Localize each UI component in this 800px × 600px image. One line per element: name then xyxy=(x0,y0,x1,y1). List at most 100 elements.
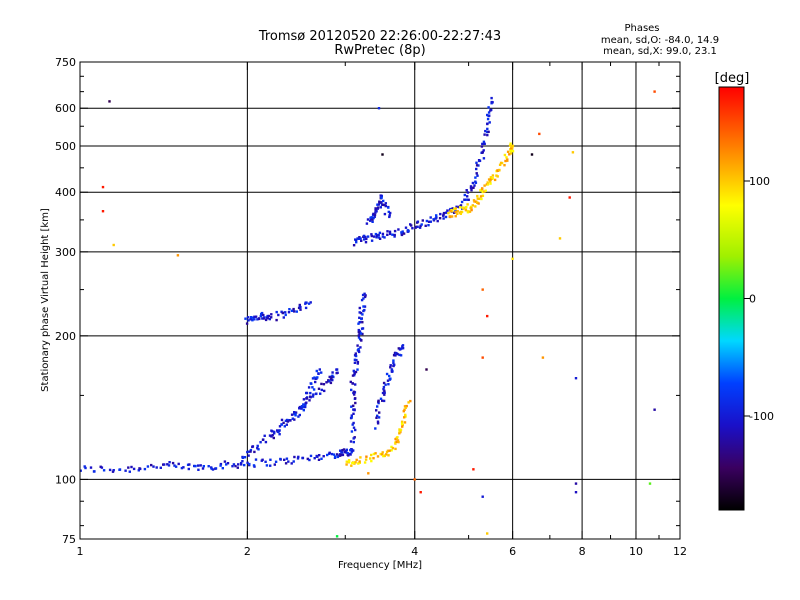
x-tick-label: 10 xyxy=(629,545,643,558)
data-point xyxy=(294,412,297,415)
data-point xyxy=(282,421,285,425)
axis-ticks xyxy=(79,61,681,540)
data-point xyxy=(486,117,490,121)
data-point xyxy=(484,189,487,192)
data-point xyxy=(253,318,256,321)
data-point xyxy=(397,440,400,444)
data-point xyxy=(279,457,282,461)
data-point xyxy=(472,199,476,202)
data-point xyxy=(285,457,289,460)
data-point xyxy=(388,374,391,378)
data-point xyxy=(350,416,353,419)
data-point xyxy=(509,149,512,153)
data-point xyxy=(128,470,131,473)
data-point xyxy=(295,310,298,313)
data-point xyxy=(350,448,354,451)
data-point xyxy=(311,395,315,398)
data-point xyxy=(454,210,457,214)
data-point xyxy=(486,113,489,117)
data-point xyxy=(232,463,236,466)
data-point xyxy=(357,330,360,334)
data-point xyxy=(247,450,250,453)
data-point xyxy=(389,377,392,380)
data-point xyxy=(171,461,175,465)
data-point xyxy=(486,183,490,186)
data-point xyxy=(277,430,280,434)
data-point xyxy=(264,460,267,463)
data-point xyxy=(382,454,385,458)
data-point xyxy=(356,360,360,364)
data-point xyxy=(372,235,376,238)
data-point xyxy=(442,211,446,215)
data-point xyxy=(382,199,385,203)
data-point xyxy=(354,370,358,374)
data-point xyxy=(219,464,222,467)
data-point xyxy=(358,306,361,310)
data-point xyxy=(283,458,286,461)
data-point xyxy=(488,121,491,124)
data-point xyxy=(328,375,331,379)
data-point xyxy=(482,140,486,143)
data-point xyxy=(364,458,368,461)
data-point xyxy=(299,306,302,309)
data-point xyxy=(307,386,311,389)
chart-subtitle: RwPretec (8p) xyxy=(334,43,425,58)
data-point xyxy=(331,378,334,382)
data-point xyxy=(386,379,390,382)
data-point xyxy=(359,456,362,459)
data-point xyxy=(182,466,185,469)
data-point xyxy=(301,456,304,460)
data-point xyxy=(247,319,250,322)
data-point xyxy=(329,381,333,385)
data-point xyxy=(482,157,486,160)
data-point xyxy=(392,364,395,367)
data-point xyxy=(509,142,512,145)
data-point xyxy=(503,153,507,157)
data-point xyxy=(225,463,228,466)
data-point xyxy=(364,294,367,297)
data-point xyxy=(486,130,489,134)
data-point xyxy=(259,314,262,318)
data-point xyxy=(447,212,450,215)
data-point xyxy=(353,361,357,364)
data-point xyxy=(187,467,190,471)
data-point xyxy=(487,114,490,118)
data-point xyxy=(381,153,384,156)
data-point xyxy=(394,447,397,451)
data-point xyxy=(354,428,357,432)
data-point xyxy=(373,213,377,217)
data-point xyxy=(370,453,373,457)
data-point xyxy=(363,305,367,308)
data-point xyxy=(102,469,106,472)
data-point xyxy=(481,495,484,498)
data-point xyxy=(383,236,386,239)
data-point xyxy=(363,295,367,299)
data-point xyxy=(424,224,427,227)
data-point xyxy=(530,153,534,156)
stats-line2: mean, sd,X: 99.0, 23.1 xyxy=(603,46,717,57)
data-point xyxy=(328,379,331,383)
data-point xyxy=(476,194,479,198)
data-point xyxy=(320,457,323,460)
data-point xyxy=(396,436,399,439)
data-point xyxy=(268,317,271,321)
data-point xyxy=(243,456,247,459)
data-point xyxy=(357,347,360,351)
x-axis-label: Frequency [MHz] xyxy=(338,560,422,571)
y-tick-label: 100 xyxy=(55,473,76,486)
data-point xyxy=(382,399,386,403)
data-point xyxy=(387,454,390,457)
data-point xyxy=(254,458,258,461)
data-point xyxy=(249,318,252,321)
data-point xyxy=(236,466,239,469)
data-point xyxy=(390,449,393,452)
data-point xyxy=(314,392,318,396)
data-point xyxy=(389,211,392,215)
data-point xyxy=(352,461,356,464)
data-point xyxy=(320,371,323,374)
data-point xyxy=(355,238,358,242)
data-point xyxy=(363,461,367,464)
x-tick-label: 1 xyxy=(77,545,84,558)
data-point xyxy=(383,212,387,216)
data-point xyxy=(298,405,302,409)
